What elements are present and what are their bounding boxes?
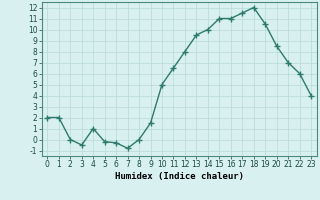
X-axis label: Humidex (Indice chaleur): Humidex (Indice chaleur) [115,172,244,181]
